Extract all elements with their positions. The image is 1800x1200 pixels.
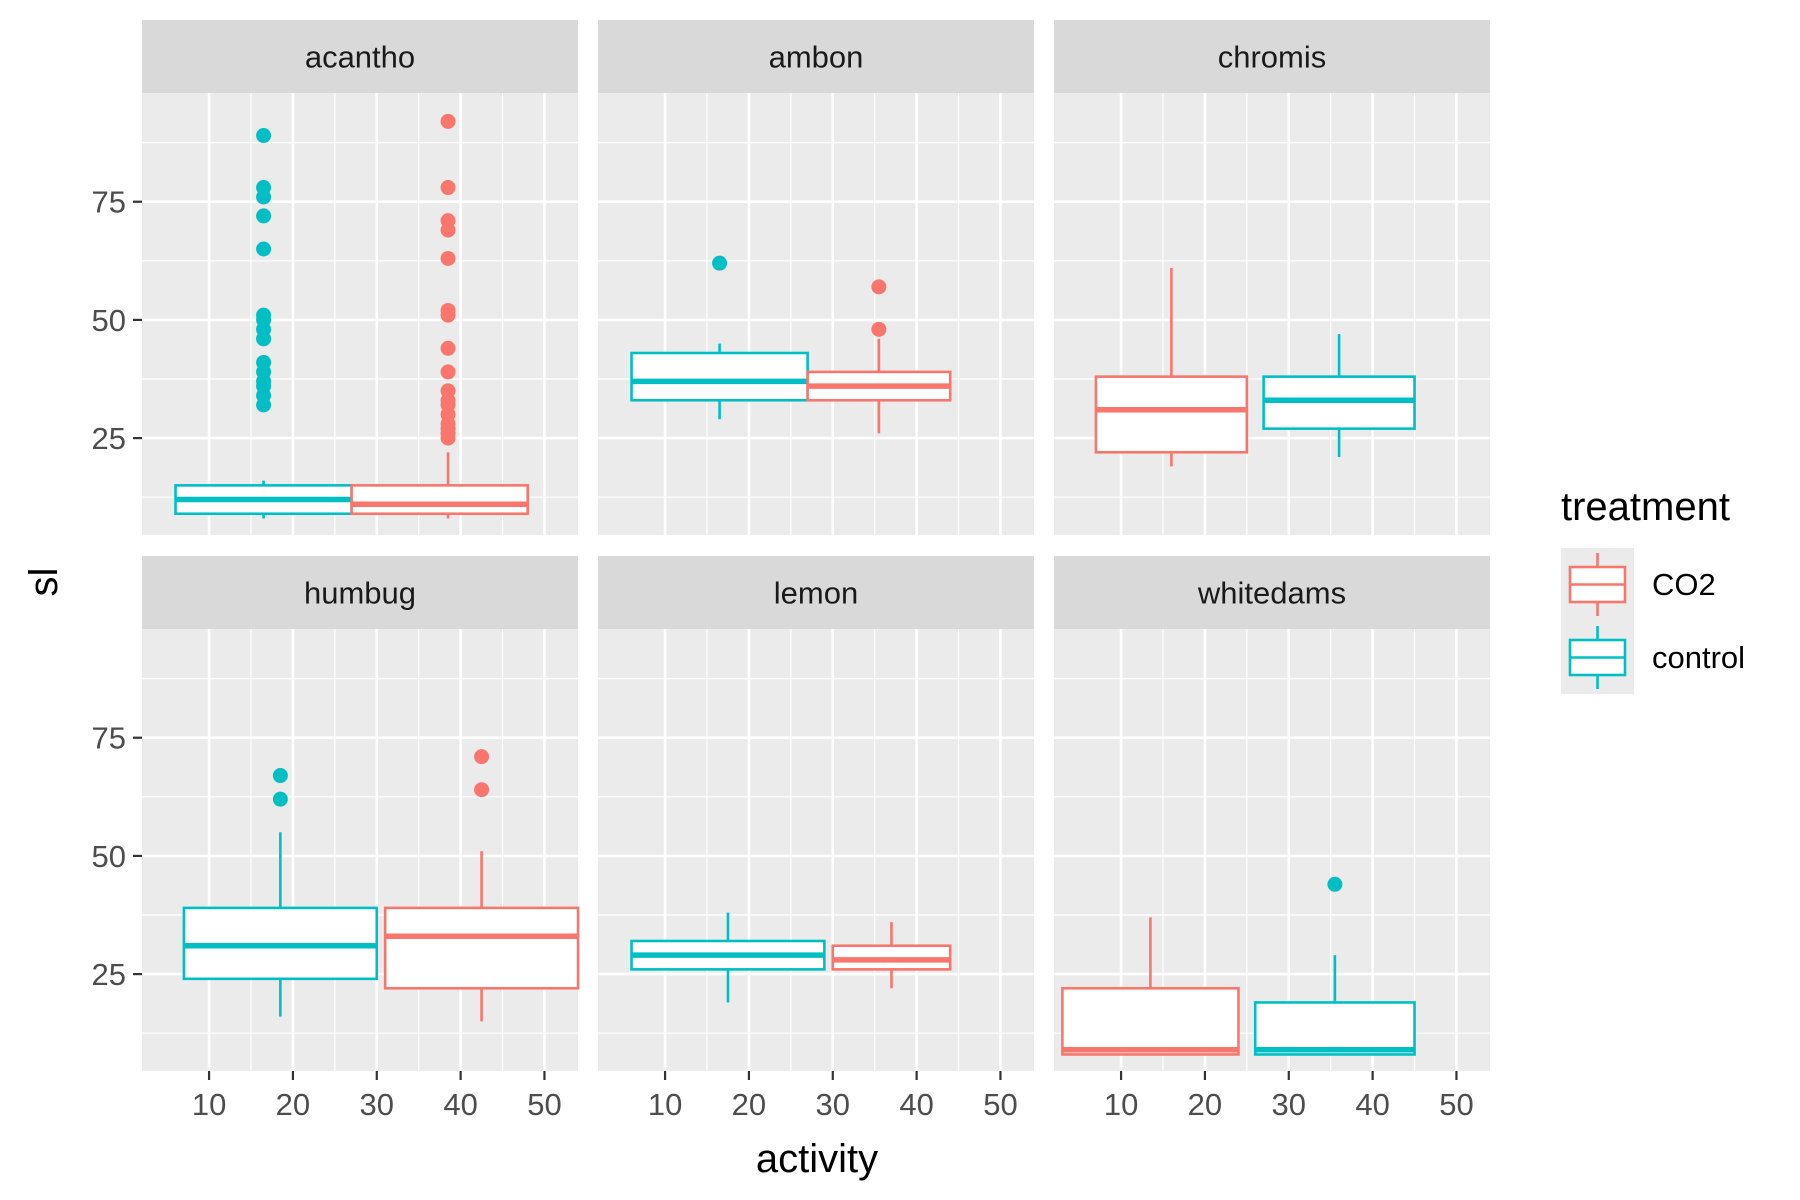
box-CO2 [350,113,529,519]
x-axis-title: activity [756,1137,878,1181]
facet-strip [142,556,578,629]
outlier-point [440,180,456,196]
box-CO2 [831,922,952,989]
outlier-point [256,128,272,144]
facet-strip [142,20,578,93]
box-body [383,906,580,990]
outlier-point [440,302,456,318]
y-tick-label: 50 [92,839,126,874]
outlier-point [272,768,288,784]
facet-strip [1054,556,1490,629]
facet-strip-label: ambon [769,40,864,75]
x-tick-label: 50 [983,1087,1017,1122]
box-body [1253,1001,1416,1056]
x-tick-label: 10 [648,1087,682,1122]
outlier-point [871,279,887,295]
x-tick-label: 20 [276,1087,310,1122]
box-control [630,255,809,420]
box-body [350,484,529,516]
outlier-point [474,782,490,798]
x-tick-label: 40 [1355,1087,1389,1122]
box-CO2 [383,749,580,1022]
legend: treatment CO2 control [1561,485,1745,694]
panel-background [142,629,578,1071]
outlier-point [256,307,272,323]
outlier-point [272,791,288,807]
outlier-point [440,340,456,356]
x-tick-label: 50 [527,1087,561,1122]
y-tick-label: 75 [92,185,126,220]
box-CO2 [1061,917,1240,1056]
box-control [1253,876,1416,1056]
outlier-point [440,250,456,266]
legend-label: control [1652,640,1745,675]
x-tick-label: 20 [1188,1087,1222,1122]
outlier-point [871,321,887,337]
facet-strip [598,556,1034,629]
outlier-point [440,113,456,129]
x-tick-label: 30 [1272,1087,1306,1122]
facet-strip-label: acantho [305,40,415,75]
y-tick-label: 50 [92,303,126,338]
box-control [1262,334,1416,457]
facet-strip-label: whitedams [1197,576,1346,611]
outlier-point [256,354,272,370]
panel-background [598,629,1034,1071]
facet-panel-whitedams: whitedams 10 20 30 40 50 [1054,556,1490,1122]
box-control [630,912,826,1003]
legend-label: CO2 [1652,567,1716,602]
facet-panels: acantho 25 50 75 ambon chromis humbug 25 50 75 10 2… [92,20,1490,1122]
facet-strip-label: humbug [304,576,416,611]
box-body [630,351,809,402]
x-tick-label: 10 [1104,1087,1138,1122]
x-tick-label: 30 [816,1087,850,1122]
panel-background [142,93,578,535]
facet-panel-humbug: humbug 25 50 75 10 20 30 40 50 [92,556,580,1122]
x-tick-label: 40 [443,1087,477,1122]
box-CO2 [806,279,952,434]
outlier-point [256,180,272,196]
x-tick-label: 50 [1439,1087,1473,1122]
legend-key-CO2: CO2 [1568,553,1716,616]
box-CO2 [1094,267,1249,467]
box-body [1094,375,1249,454]
box-control [182,768,379,1017]
facet-panel-ambon: ambon [598,20,1034,535]
outlier-point [440,383,456,399]
legend-title: treatment [1561,485,1730,529]
legend-key-control: control [1568,626,1745,689]
facet-panel-lemon: lemon 10 20 30 40 50 [598,556,1034,1122]
outlier-point [440,364,456,380]
outlier-point [1327,876,1343,892]
x-tick-label: 30 [360,1087,394,1122]
box-body [1061,986,1240,1056]
y-tick-label: 25 [92,421,126,456]
y-tick-label: 75 [92,721,126,756]
panel-background [1054,93,1490,535]
facet-strip-label: chromis [1218,40,1327,75]
x-tick-label: 10 [192,1087,226,1122]
facet-panel-acantho: acantho 25 50 75 [92,20,578,535]
facet-strip [1054,20,1490,93]
facet-strip [598,20,1034,93]
panel-background [598,93,1034,535]
x-tick-label: 40 [899,1087,933,1122]
outlier-point [474,749,490,765]
outlier-point [256,241,272,257]
y-tick-label: 25 [92,957,126,992]
y-axis-title: sl [22,568,66,597]
facet-strip-label: lemon [774,576,858,611]
facet-panel-chromis: chromis [1054,20,1490,535]
outlier-point [256,208,272,224]
x-tick-label: 20 [732,1087,766,1122]
outlier-point [440,213,456,229]
outlier-point [712,255,728,271]
